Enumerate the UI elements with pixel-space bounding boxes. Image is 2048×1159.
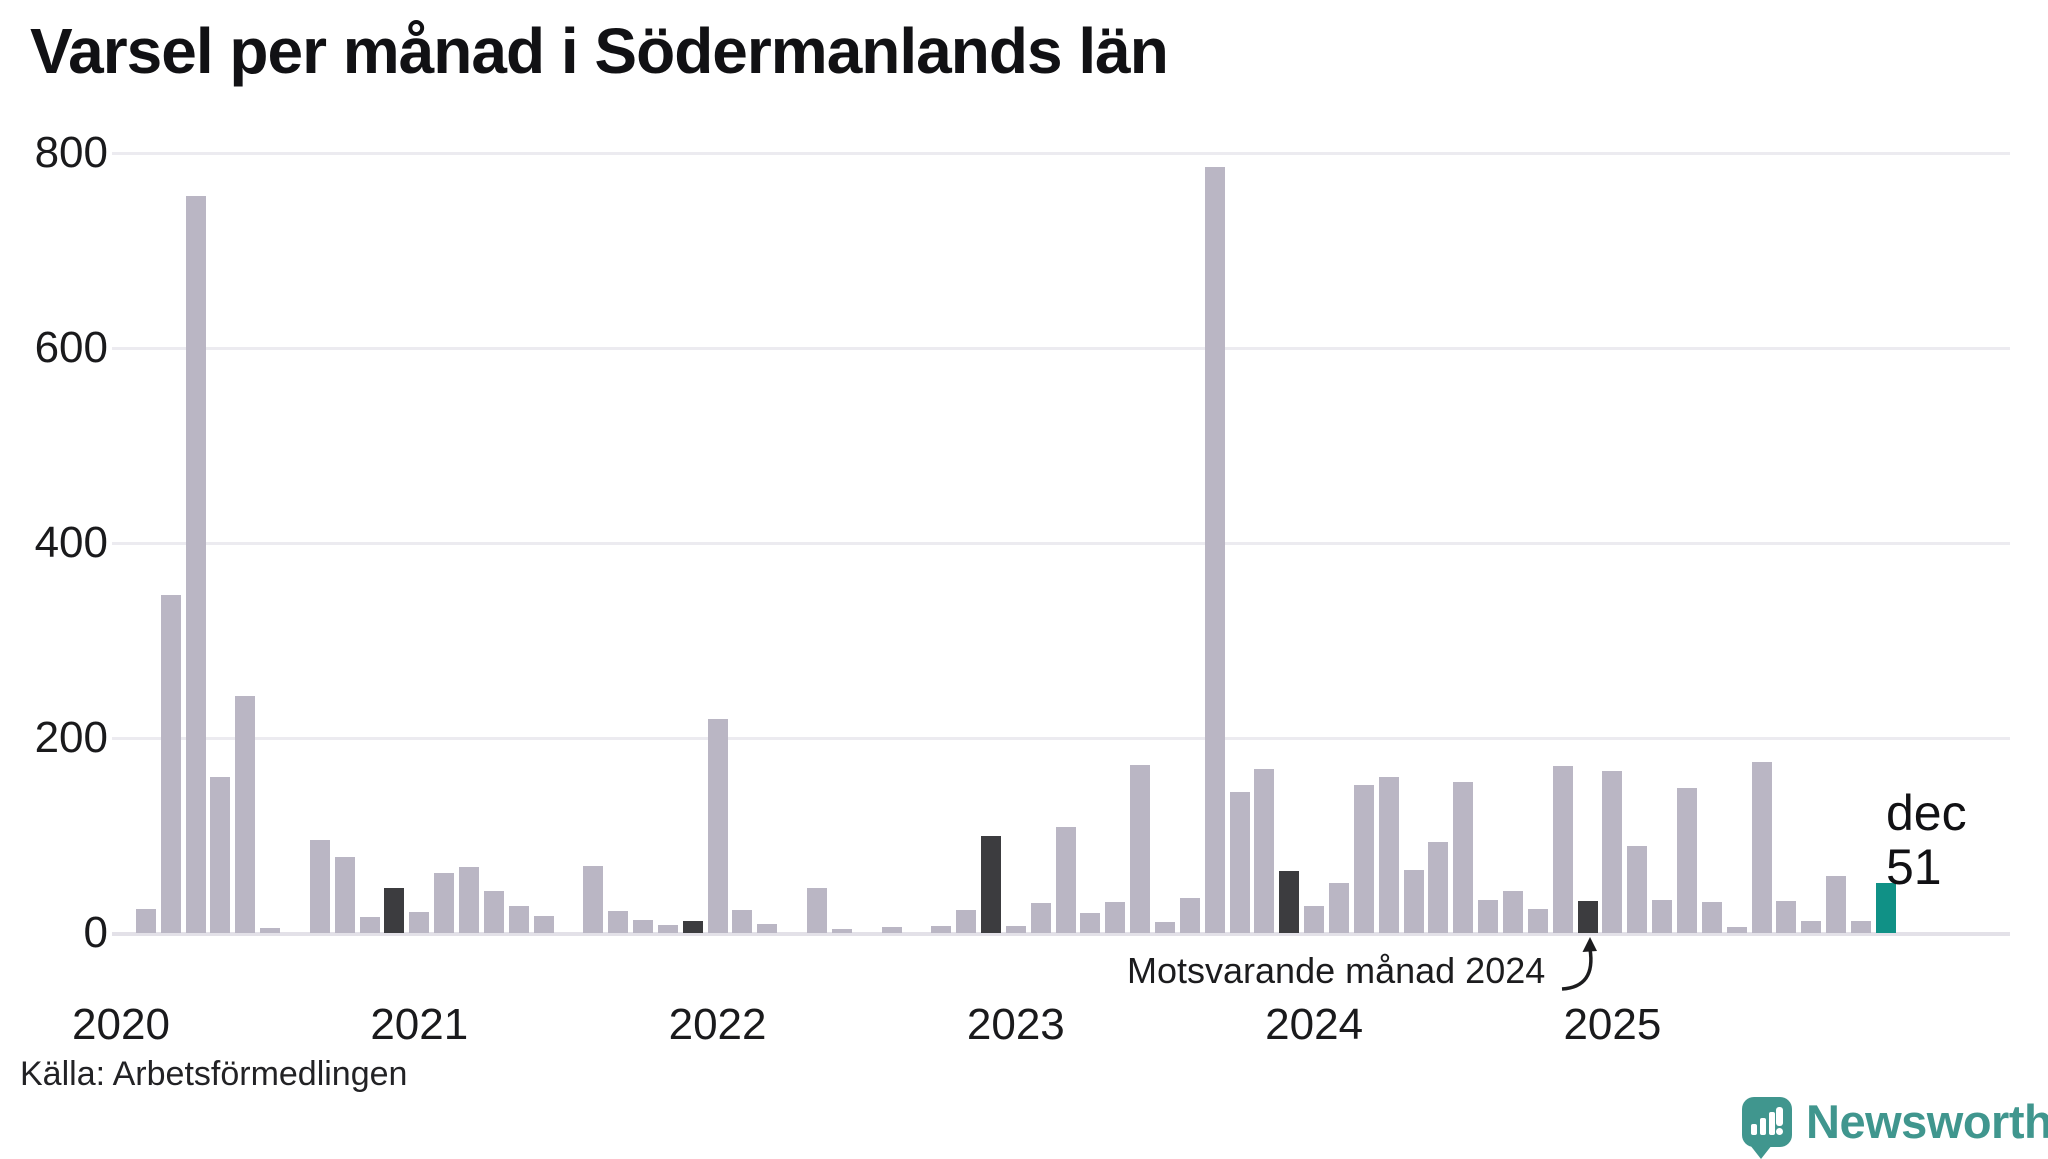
bar-2022-12 xyxy=(980,835,1001,933)
bar-2022-06 xyxy=(831,929,852,933)
bar-2023-04 xyxy=(1080,912,1101,933)
bar-2022-02 xyxy=(732,909,753,933)
bar-2022-08 xyxy=(881,927,902,933)
bar-2023-03 xyxy=(1055,826,1076,933)
bar-2025-08 xyxy=(1776,900,1797,933)
bar-2021-02 xyxy=(434,872,455,933)
x-axis-year-2022: 2022 xyxy=(668,1000,767,1049)
bar-2020-11 xyxy=(359,917,380,933)
bar-2023-07 xyxy=(1154,922,1175,933)
bar-2023-06 xyxy=(1130,765,1151,933)
bar-2023-12 xyxy=(1279,870,1300,933)
bar-2021-09 xyxy=(608,910,629,933)
x-axis-year-2021: 2021 xyxy=(370,1000,469,1049)
bar-2021-08 xyxy=(583,865,604,933)
x-axis-year-2025: 2025 xyxy=(1563,1000,1662,1049)
bar-2025-04 xyxy=(1676,787,1697,933)
annotation-arrow-icon xyxy=(1561,937,1597,991)
highlight-month: dec xyxy=(1886,785,1967,841)
bar-2025-10 xyxy=(1826,876,1847,933)
bar-2022-11 xyxy=(956,909,977,933)
bar-2020-12 xyxy=(384,888,405,933)
bar-2023-05 xyxy=(1105,901,1126,933)
bar-2025-11 xyxy=(1850,921,1871,933)
bar-2024-11 xyxy=(1552,766,1573,933)
comparison-annotation: Motsvarande månad 2024 xyxy=(1127,950,1546,991)
bar-2024-02 xyxy=(1328,883,1349,933)
chart-title: Varsel per månad i Södermanlands län xyxy=(30,15,1169,87)
bar-2020-07 xyxy=(260,928,281,933)
y-axis-tick-800: 800 xyxy=(34,128,108,177)
bar-2024-07 xyxy=(1453,781,1474,933)
y-axis-tick-400: 400 xyxy=(34,518,108,567)
newsworthy-logo: Newsworthy xyxy=(1742,1094,2048,1159)
x-axis-year-2023: 2023 xyxy=(966,1000,1065,1049)
highlight-value-label: dec 51 xyxy=(1886,786,1967,894)
highlight-value: 51 xyxy=(1886,839,1942,895)
bar-2025-06 xyxy=(1726,927,1747,933)
bar-2025-07 xyxy=(1751,762,1772,933)
y-axis-tick-0: 0 xyxy=(83,908,108,957)
bar-2022-03 xyxy=(757,924,778,933)
bar-2020-09 xyxy=(309,840,330,933)
bar-2023-10 xyxy=(1229,791,1250,933)
bar-2025-12 xyxy=(1875,883,1896,933)
bar-2022-01 xyxy=(707,718,728,933)
bar-2020-02 xyxy=(135,908,156,933)
source-credit: Källa: Arbetsförmedlingen xyxy=(20,1055,408,1093)
gridline-600 xyxy=(112,347,2010,350)
newsworthy-wordmark: Newsworthy xyxy=(1806,1095,2048,1148)
gridline-800 xyxy=(112,152,2010,155)
bar-2022-10 xyxy=(931,926,952,933)
gridline-400 xyxy=(112,542,2010,545)
bar-2024-12 xyxy=(1577,900,1598,933)
bar-2021-12 xyxy=(682,921,703,933)
bar-2022-05 xyxy=(806,888,827,933)
bar-2025-09 xyxy=(1801,921,1822,933)
bar-2023-09 xyxy=(1204,166,1225,933)
bar-2020-10 xyxy=(334,856,355,933)
bar-2024-03 xyxy=(1353,784,1374,933)
bar-2021-11 xyxy=(657,925,678,933)
bar-2021-10 xyxy=(632,920,653,933)
bar-2021-04 xyxy=(483,891,504,933)
bar-2021-03 xyxy=(458,866,479,933)
bar-2024-10 xyxy=(1527,908,1548,933)
bar-2025-02 xyxy=(1627,846,1648,933)
gridline-0 xyxy=(112,932,2010,936)
x-axis-year-2024: 2024 xyxy=(1265,1000,1364,1049)
bar-2023-08 xyxy=(1179,897,1200,933)
bar-2024-01 xyxy=(1304,905,1325,933)
bar-2020-05 xyxy=(210,777,231,933)
bar-2020-03 xyxy=(160,594,181,933)
y-axis-tick-600: 600 xyxy=(34,323,108,372)
bar-2024-05 xyxy=(1403,869,1424,933)
bar-2023-11 xyxy=(1254,769,1275,933)
bar-2020-04 xyxy=(185,195,206,933)
bar-2023-02 xyxy=(1030,902,1051,933)
bar-2025-05 xyxy=(1701,901,1722,933)
bar-2020-06 xyxy=(235,696,256,933)
bar-2021-01 xyxy=(409,911,430,933)
bar-2025-03 xyxy=(1652,899,1673,933)
bar-2024-08 xyxy=(1478,899,1499,933)
newsworthy-chart-bubble-icon xyxy=(1742,1096,1792,1159)
y-axis-tick-200: 200 xyxy=(34,713,108,762)
bar-2021-06 xyxy=(533,916,554,933)
bar-2024-06 xyxy=(1428,842,1449,933)
bar-2024-04 xyxy=(1378,777,1399,933)
x-axis-year-2020: 2020 xyxy=(72,1000,170,1049)
bar-2023-01 xyxy=(1005,926,1026,933)
bar-2021-05 xyxy=(508,905,529,933)
gridline-200 xyxy=(112,737,2010,740)
bar-2025-01 xyxy=(1602,771,1623,933)
bar-2024-09 xyxy=(1502,891,1523,933)
